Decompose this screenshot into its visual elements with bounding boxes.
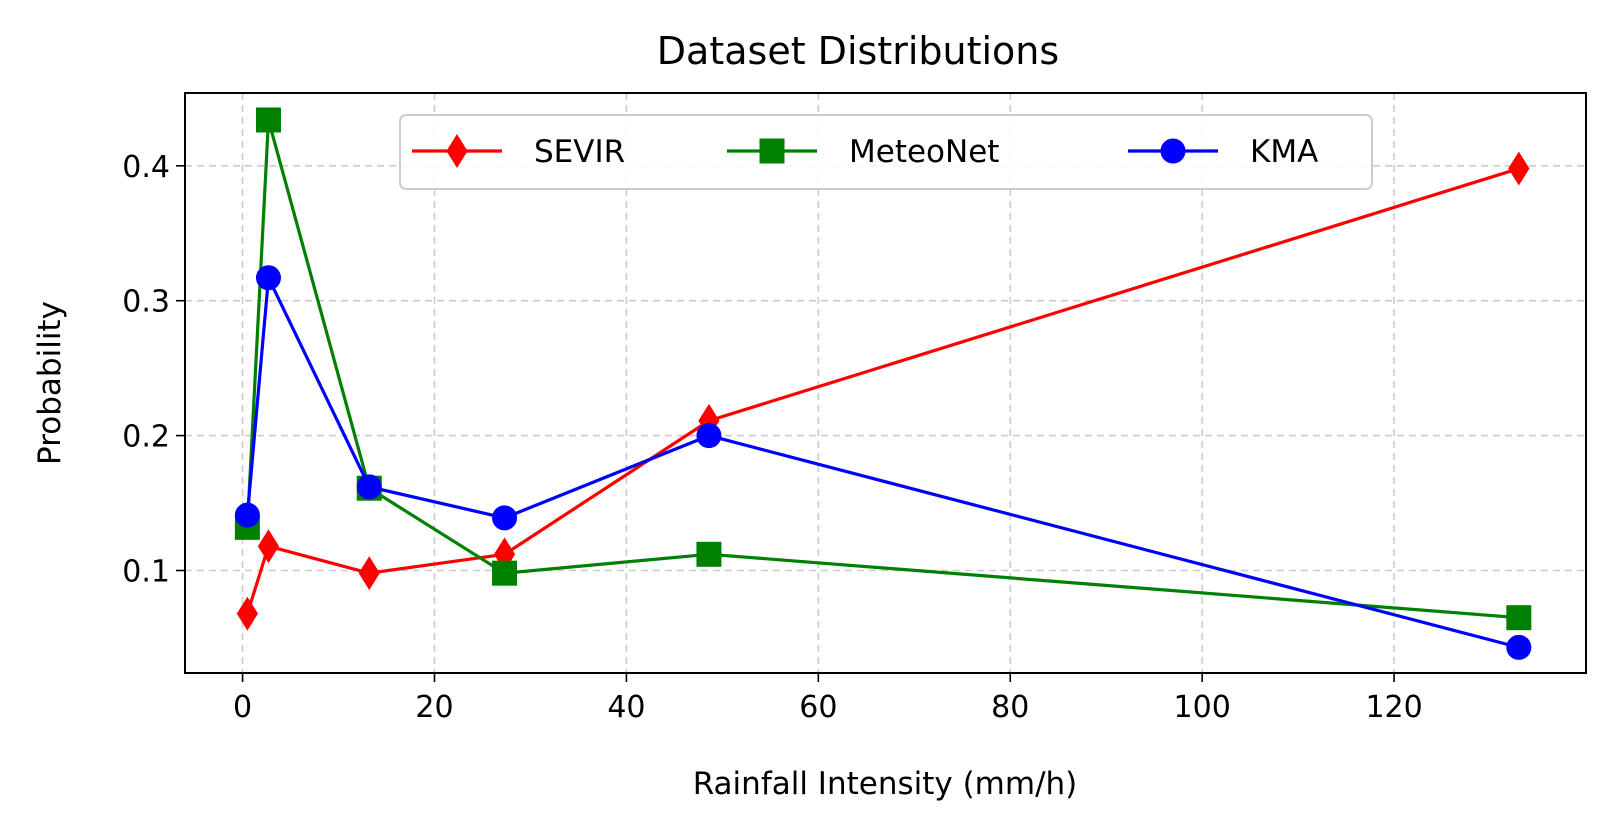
x-tick-label: 80: [991, 690, 1029, 725]
data-point-kma: [1506, 634, 1532, 660]
data-point-meteonet: [492, 560, 518, 586]
axes-frame: [184, 92, 1587, 674]
data-point-kma: [255, 265, 281, 291]
legend: SEVIR MeteoNet KMA: [399, 114, 1373, 190]
data-point-meteonet: [1506, 605, 1532, 631]
legend-label-kma: KMA: [1250, 134, 1318, 170]
series-line-sevir: [245, 167, 1520, 615]
data-point-kma: [492, 505, 518, 531]
data-point-sevir: [1508, 151, 1530, 186]
data-point-sevir: [257, 529, 280, 564]
legend-label-sevir: SEVIR: [534, 134, 625, 170]
x-tick-label: 120: [1365, 690, 1422, 725]
data-point-kma: [356, 474, 382, 500]
x-tick-label: 100: [1174, 690, 1231, 725]
legend-marker-sevir: [446, 134, 468, 168]
x-axis: 0 20 40 60 80 100 120: [233, 673, 1423, 725]
x-tick-label: 0: [233, 690, 252, 725]
legend-label-meteonet: MeteoNet: [849, 134, 999, 170]
y-tick-label: 0.1: [122, 554, 170, 589]
y-axis: 0.1 0.2 0.3 0.4: [122, 150, 185, 589]
series-sevir: [236, 151, 1530, 631]
x-tick-label: 60: [799, 690, 837, 725]
data-point-kma: [696, 423, 722, 449]
legend-box: [399, 114, 1373, 190]
x-tick-label: 20: [415, 690, 453, 725]
data-point-meteonet: [696, 541, 722, 567]
plot-area: [234, 107, 1532, 660]
y-tick-label: 0.4: [122, 150, 170, 185]
y-tick-label: 0.3: [122, 285, 170, 320]
data-point-kma: [234, 502, 260, 528]
data-point-sevir: [358, 556, 380, 591]
legend-item-sevir: SEVIR: [412, 134, 625, 170]
y-tick-label: 0.2: [122, 420, 170, 455]
x-axis-label: Rainfall Intensity (mm/h): [693, 766, 1078, 802]
legend-item-kma: KMA: [1128, 134, 1318, 170]
series-kma: [234, 265, 1532, 660]
legend-item-meteonet: MeteoNet: [727, 134, 999, 170]
series-line-meteonet: [245, 118, 1519, 620]
y-axis-label: Probability: [32, 301, 68, 465]
legend-marker-kma: [1160, 138, 1186, 164]
x-tick-label: 40: [607, 690, 645, 725]
data-point-sevir: [236, 596, 258, 631]
series-line-kma: [245, 276, 1520, 649]
legend-marker-meteonet: [759, 138, 785, 164]
data-point-meteonet: [255, 107, 281, 133]
chart-title: Dataset Distributions: [657, 29, 1059, 73]
